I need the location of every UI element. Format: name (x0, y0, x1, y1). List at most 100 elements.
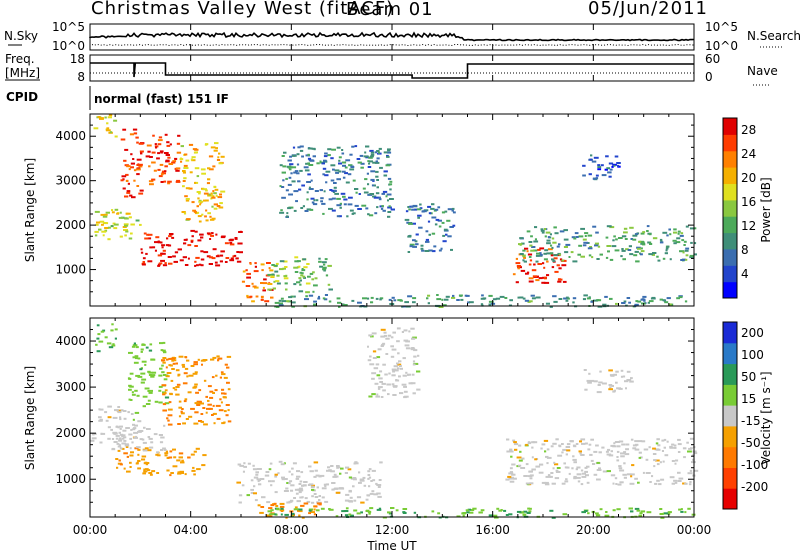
power-echo-cell (676, 297, 680, 300)
power-echo-cell (322, 266, 327, 269)
vel-echo-cell (301, 496, 304, 499)
vel-echo-cell (610, 450, 613, 453)
vel-echo-cell (373, 493, 378, 496)
power-echo-cell (597, 168, 602, 171)
vel-echo-cell (534, 458, 538, 461)
power-echo-cell (124, 148, 129, 151)
vel-echo-cell (599, 370, 602, 373)
power-echo-cell (245, 269, 248, 272)
power-echo-cell (418, 226, 423, 229)
vel-echo-cell (293, 497, 296, 499)
power-echo-cell (333, 182, 337, 184)
vel-echo-cell (152, 371, 157, 374)
power-echo-cell (123, 223, 129, 226)
power-echo-cell (213, 149, 218, 152)
vel-echo-cell (250, 491, 254, 494)
vel-echo-cell (478, 511, 483, 514)
power-echo-cell (278, 302, 282, 305)
power-echo-cell (440, 247, 443, 250)
power-echo-cell (530, 294, 535, 297)
power-echo-cell (599, 253, 603, 256)
power-echo-cell (322, 167, 327, 170)
power-echo-cell (546, 260, 549, 263)
power-echo-cell (293, 190, 299, 193)
power-echo-cell (179, 259, 184, 262)
vel-echo-cell (299, 496, 303, 499)
vel-echo-cell (682, 482, 687, 485)
vel-echo-cell (689, 481, 692, 483)
vel-echo-cell (187, 391, 192, 394)
power-echo-cell (278, 304, 284, 307)
vel-echo-cell (385, 337, 390, 340)
vel-echo-cell (368, 512, 371, 515)
power-echo-cell (456, 299, 460, 301)
vel-echo-cell (158, 389, 162, 392)
power-echo-cell (322, 297, 326, 300)
power-echo-cell (157, 143, 162, 146)
power-echo-cell (357, 301, 362, 304)
power-echo-cell (438, 225, 442, 228)
power-echo-cell (389, 183, 393, 186)
vel-echo-cell (634, 477, 638, 480)
power-echo-cell (129, 133, 134, 136)
vel-echo-cell (554, 463, 559, 466)
power-echo-cell (198, 200, 204, 203)
xtick-label: 16:00 (475, 523, 510, 537)
power-echo-cell (261, 296, 264, 299)
vel-echo-cell (340, 467, 344, 470)
power-echo-cell (442, 240, 447, 243)
power-echo-cell (299, 283, 302, 286)
power-echo-cell (124, 195, 129, 198)
vel-echo-cell (238, 501, 242, 504)
vel-echo-cell (194, 411, 199, 414)
power-echo-cell (164, 262, 167, 265)
power-echo-cell (393, 299, 397, 302)
vel-echo-cell (338, 487, 344, 490)
power-echo-cell (282, 267, 286, 270)
power-echo-cell (140, 251, 144, 254)
power-echo-cell (239, 242, 243, 245)
power-echo-cell (336, 146, 341, 149)
power-echo-cell (428, 249, 433, 252)
vel-echo-cell (336, 466, 339, 469)
power-echo-cell (536, 252, 540, 255)
vel-echo-cell (95, 343, 98, 346)
vel-echo-cell (148, 349, 153, 352)
vel-echo-cell (611, 385, 614, 387)
vel-echo-cell (568, 472, 571, 475)
vel-echo-cell (277, 472, 280, 475)
power-echo-cell (445, 233, 448, 236)
power-echo-cell (553, 300, 558, 303)
power-echo-cell (176, 142, 181, 145)
vel-echo-cell (174, 388, 178, 391)
power-echo-cell (161, 170, 165, 173)
power-echo-cell (623, 300, 627, 303)
vel-echo-cell (143, 426, 146, 429)
power-echo-cell (220, 190, 226, 193)
power-echo-cell (191, 235, 194, 238)
vel-echo-cell (656, 438, 660, 441)
vel-echo-cell (182, 422, 186, 425)
vel-echo-cell (281, 476, 285, 479)
vel-echo-cell (632, 447, 637, 450)
power-echo-cell (564, 251, 569, 254)
vel-echo-cell (578, 450, 582, 453)
vel-echo-cell (518, 444, 522, 447)
vel-echo-cell (512, 477, 517, 480)
vel-echo-cell (461, 512, 467, 515)
power-echo-cell (130, 162, 135, 165)
power-echo-cell (283, 260, 288, 263)
vel-echo-cell (528, 510, 532, 513)
vel-echo-cell (693, 452, 698, 455)
vel-echo-cell (573, 445, 577, 448)
power-echo-cell (95, 223, 99, 226)
power-echo-cell (371, 184, 375, 187)
power-echo-cell (547, 236, 550, 239)
power-echo-cell (314, 277, 318, 280)
power-echo-cell (408, 222, 413, 225)
power-echo-cell (414, 208, 418, 211)
vel-echo-cell (396, 367, 400, 370)
vel-echo-cell (539, 463, 544, 466)
vel-echo-cell (652, 447, 656, 450)
